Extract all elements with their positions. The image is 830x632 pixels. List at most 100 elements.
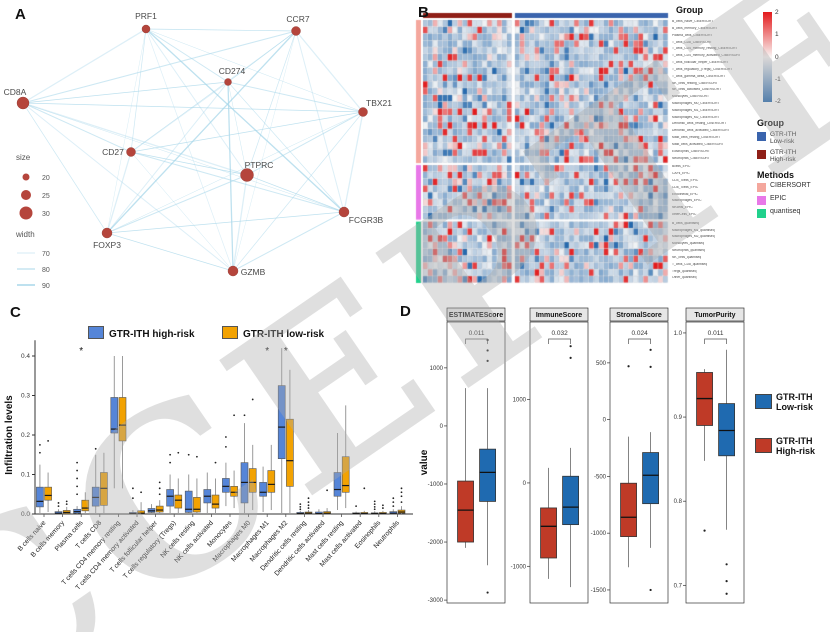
outlier-point [400, 491, 403, 494]
legend-low-risk[interactable]: GTR-ITH low-risk [222, 326, 325, 340]
boxplot-box[interactable] [81, 499, 90, 512]
boxplot-box[interactable] [222, 478, 230, 493]
boxplot-box[interactable] [562, 475, 580, 526]
methods-legend-epic[interactable]: EPIC [757, 195, 786, 205]
outlier-point [158, 481, 161, 484]
gene-node-CD274[interactable] [224, 78, 232, 86]
boxplot-box[interactable] [110, 397, 119, 434]
panel-d-label: D [400, 303, 411, 320]
legend-low-label: GTR-ITH low-risk [243, 329, 325, 340]
gene-node-GZMB[interactable] [227, 265, 239, 277]
y-tick-label: -1000 [591, 531, 607, 537]
boxplot-box[interactable] [44, 486, 52, 501]
colorbar-tick: 1 [775, 31, 779, 38]
heatmap-row-label: CD4_Tcells_EPIC [672, 178, 699, 183]
gene-node-FCGR3B[interactable] [338, 206, 350, 218]
gene-label-GZMB: GZMB [241, 267, 266, 277]
outlier-point [225, 436, 227, 438]
group-legend-low-risk[interactable]: GTR-ITH Low-risk [757, 131, 796, 145]
network-edge [246, 111, 364, 176]
legend-high-risk[interactable]: GTR-ITH High-risk [755, 436, 815, 456]
boxplot-box[interactable] [137, 510, 145, 515]
network-edge [106, 211, 345, 234]
heatmap-row-label: B_cells_quantiseq [672, 221, 699, 226]
network-edge [130, 28, 147, 153]
boxplot-box[interactable] [193, 497, 201, 513]
network-edge [22, 81, 229, 104]
size-legend-value: 20 [42, 175, 50, 182]
network-edge [22, 102, 132, 153]
heatmap-row-label: T_cells_CD4_memory_activated_CIBERSORT [672, 54, 741, 58]
facet-title: StromalScore [616, 312, 662, 319]
boxplot-box[interactable] [642, 452, 660, 505]
outlier-point [307, 501, 310, 504]
heatmap-row-label: T_cells_CD8_CIBERSORT [672, 40, 712, 44]
boxplot-box[interactable] [620, 482, 637, 537]
heatmap-row-label: CAFs_EPIC [672, 172, 690, 176]
boxplot-box[interactable] [540, 507, 557, 559]
boxplot-box[interactable] [155, 505, 164, 513]
boxplot-box[interactable] [174, 494, 183, 509]
boxplot-box[interactable] [718, 403, 736, 457]
boxplot-box[interactable] [259, 482, 267, 497]
boxplot-box[interactable] [211, 494, 220, 509]
boxplot-box[interactable] [457, 480, 474, 543]
gene-node-FOXP3[interactable] [101, 227, 113, 239]
methods-legend-quantiseq[interactable]: quantiseq [757, 208, 800, 218]
p-value: 0.011 [708, 330, 724, 337]
heatmap-row-label: Dendritic_cells_activated_CIBERSORT [672, 129, 730, 133]
network-edge [232, 30, 297, 272]
outlier-point [373, 503, 376, 506]
legend-low-risk[interactable]: GTR-ITH Low-risk [755, 392, 813, 412]
heatmap-row-label: otherCells_EPIC [672, 213, 697, 217]
gene-node-CD27[interactable] [126, 147, 136, 157]
outlier-point [158, 487, 161, 490]
gene-node-CCR7[interactable] [291, 26, 301, 36]
boxplot-box[interactable] [479, 448, 496, 502]
heatmap-row-label: Macrophages_M0_CIBERSORT [672, 101, 720, 106]
gene-node-CD8A[interactable] [16, 96, 30, 110]
outlier-point [326, 489, 328, 492]
boxplot-box[interactable] [277, 385, 286, 459]
boxplot-box[interactable] [267, 470, 276, 493]
boxplot-box[interactable] [286, 418, 294, 487]
legend-high-risk[interactable]: GTR-ITH high-risk [88, 326, 195, 340]
network-edge [227, 81, 345, 213]
low-risk-swatch [755, 394, 772, 409]
group-legend-high-risk[interactable]: GTR-ITH High-risk [757, 149, 796, 163]
boxplot-box[interactable] [230, 486, 238, 497]
y-tick-label: 500 [596, 361, 607, 367]
gene-node-TBX21[interactable] [358, 107, 368, 117]
boxplot-box[interactable] [118, 397, 127, 442]
heatmap-row-label: Neutrophils_CIBERSORT [672, 156, 710, 160]
significance-star: * [79, 346, 83, 357]
network-edge [232, 111, 364, 272]
methods-legend-cibersort[interactable]: CIBERSORT [757, 182, 811, 192]
network-edge [145, 28, 364, 113]
boxplot-box[interactable] [341, 456, 350, 493]
y-tick-label: 0.0 [21, 511, 30, 518]
boxplot-box[interactable] [166, 489, 174, 507]
outlier-point [299, 508, 302, 511]
gene-node-PTPRC[interactable] [240, 168, 254, 182]
boxplot-box[interactable] [91, 486, 100, 507]
y-tick-label: 0.7 [674, 583, 683, 589]
outlier-point [400, 487, 403, 490]
facet-StromalScore: StromalScore 500 0 -500 -1000 -1500 0.024 [591, 307, 669, 604]
width-legend-value: 90 [42, 283, 50, 290]
boxplot-box[interactable] [184, 490, 193, 513]
heatmap-row-label: Macrophages_M2_quantiseq [672, 235, 715, 239]
boxplot-box[interactable] [333, 472, 342, 497]
network-edge [227, 81, 364, 113]
boxplot-box[interactable] [36, 486, 44, 508]
y-tick-label: 0.3 [21, 393, 30, 400]
heatmap-row-label: T_cells_CD8_quantiseq [672, 262, 708, 267]
gene-node-PRF1[interactable] [141, 24, 151, 34]
facet-title: ImmuneScore [536, 312, 582, 319]
significance-star: * [265, 346, 269, 357]
outlier-point [486, 359, 489, 362]
outlier-point [94, 447, 97, 450]
boxplot-box[interactable] [248, 468, 257, 493]
